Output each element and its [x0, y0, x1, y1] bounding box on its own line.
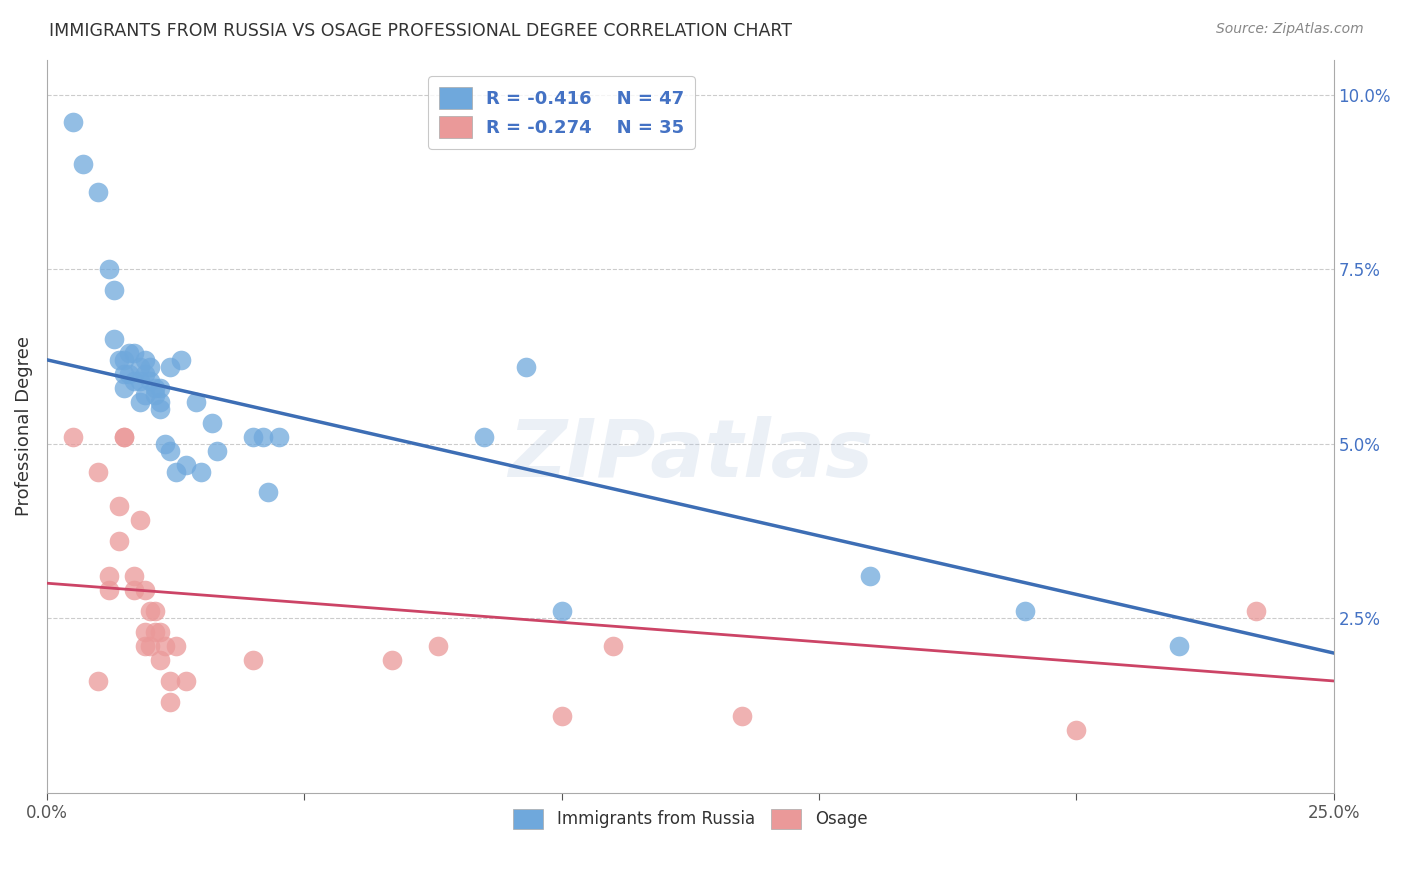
Point [134, 625, 156, 640]
Point [731, 709, 754, 723]
Point [159, 443, 181, 458]
Point [139, 359, 162, 374]
Point [124, 583, 146, 598]
Point [242, 653, 264, 667]
Point [165, 639, 187, 653]
Point [124, 346, 146, 360]
Point [143, 388, 166, 402]
Point [112, 352, 135, 367]
Point [134, 639, 156, 653]
Point [143, 625, 166, 640]
Point [155, 436, 177, 450]
Point [205, 443, 228, 458]
Point [550, 709, 572, 723]
Point [143, 604, 166, 618]
Point [139, 374, 162, 388]
Point [149, 381, 172, 395]
Point [62, 115, 84, 129]
Point [118, 346, 141, 360]
Point [87, 673, 110, 688]
Point [134, 367, 156, 381]
Point [118, 367, 141, 381]
Point [128, 374, 150, 388]
Point [97, 583, 120, 598]
Point [1168, 639, 1191, 653]
Point [165, 465, 187, 479]
Point [174, 673, 197, 688]
Point [174, 458, 197, 472]
Point [1333, 604, 1355, 618]
Point [139, 639, 162, 653]
Legend: Immigrants from Russia, Osage: Immigrants from Russia, Osage [506, 802, 875, 836]
Point [128, 394, 150, 409]
Point [128, 513, 150, 527]
Point [112, 429, 135, 443]
Point [108, 352, 131, 367]
Point [602, 639, 624, 653]
Point [112, 367, 135, 381]
Point [257, 485, 280, 500]
Point [427, 639, 450, 653]
Point [112, 381, 135, 395]
Point [139, 604, 162, 618]
Point [1014, 604, 1036, 618]
Point [200, 416, 222, 430]
Point [155, 639, 177, 653]
Text: ZIPatlas: ZIPatlas [508, 417, 873, 494]
Point [149, 653, 172, 667]
Point [515, 359, 537, 374]
Point [242, 429, 264, 443]
Point [550, 604, 572, 618]
Y-axis label: Professional Degree: Professional Degree [15, 336, 32, 516]
Point [72, 157, 94, 171]
Point [159, 673, 181, 688]
Point [108, 500, 131, 514]
Point [103, 332, 125, 346]
Point [97, 262, 120, 277]
Point [128, 359, 150, 374]
Point [112, 429, 135, 443]
Point [252, 429, 274, 443]
Point [134, 583, 156, 598]
Point [267, 429, 290, 443]
Text: Source: ZipAtlas.com: Source: ZipAtlas.com [1216, 22, 1364, 37]
Point [381, 653, 404, 667]
Point [474, 429, 496, 443]
Point [1246, 604, 1268, 618]
Text: IMMIGRANTS FROM RUSSIA VS OSAGE PROFESSIONAL DEGREE CORRELATION CHART: IMMIGRANTS FROM RUSSIA VS OSAGE PROFESSI… [49, 22, 792, 40]
Point [1064, 723, 1087, 737]
Point [97, 569, 120, 583]
Point [124, 569, 146, 583]
Point [159, 695, 181, 709]
Point [103, 283, 125, 297]
Point [190, 465, 212, 479]
Point [159, 359, 181, 374]
Point [149, 394, 172, 409]
Point [108, 534, 131, 549]
Point [87, 465, 110, 479]
Point [170, 352, 193, 367]
Point [149, 625, 172, 640]
Point [149, 401, 172, 416]
Point [87, 186, 110, 200]
Point [186, 394, 208, 409]
Point [124, 374, 146, 388]
Point [134, 388, 156, 402]
Point [859, 569, 882, 583]
Point [143, 381, 166, 395]
Point [134, 352, 156, 367]
Point [62, 429, 84, 443]
